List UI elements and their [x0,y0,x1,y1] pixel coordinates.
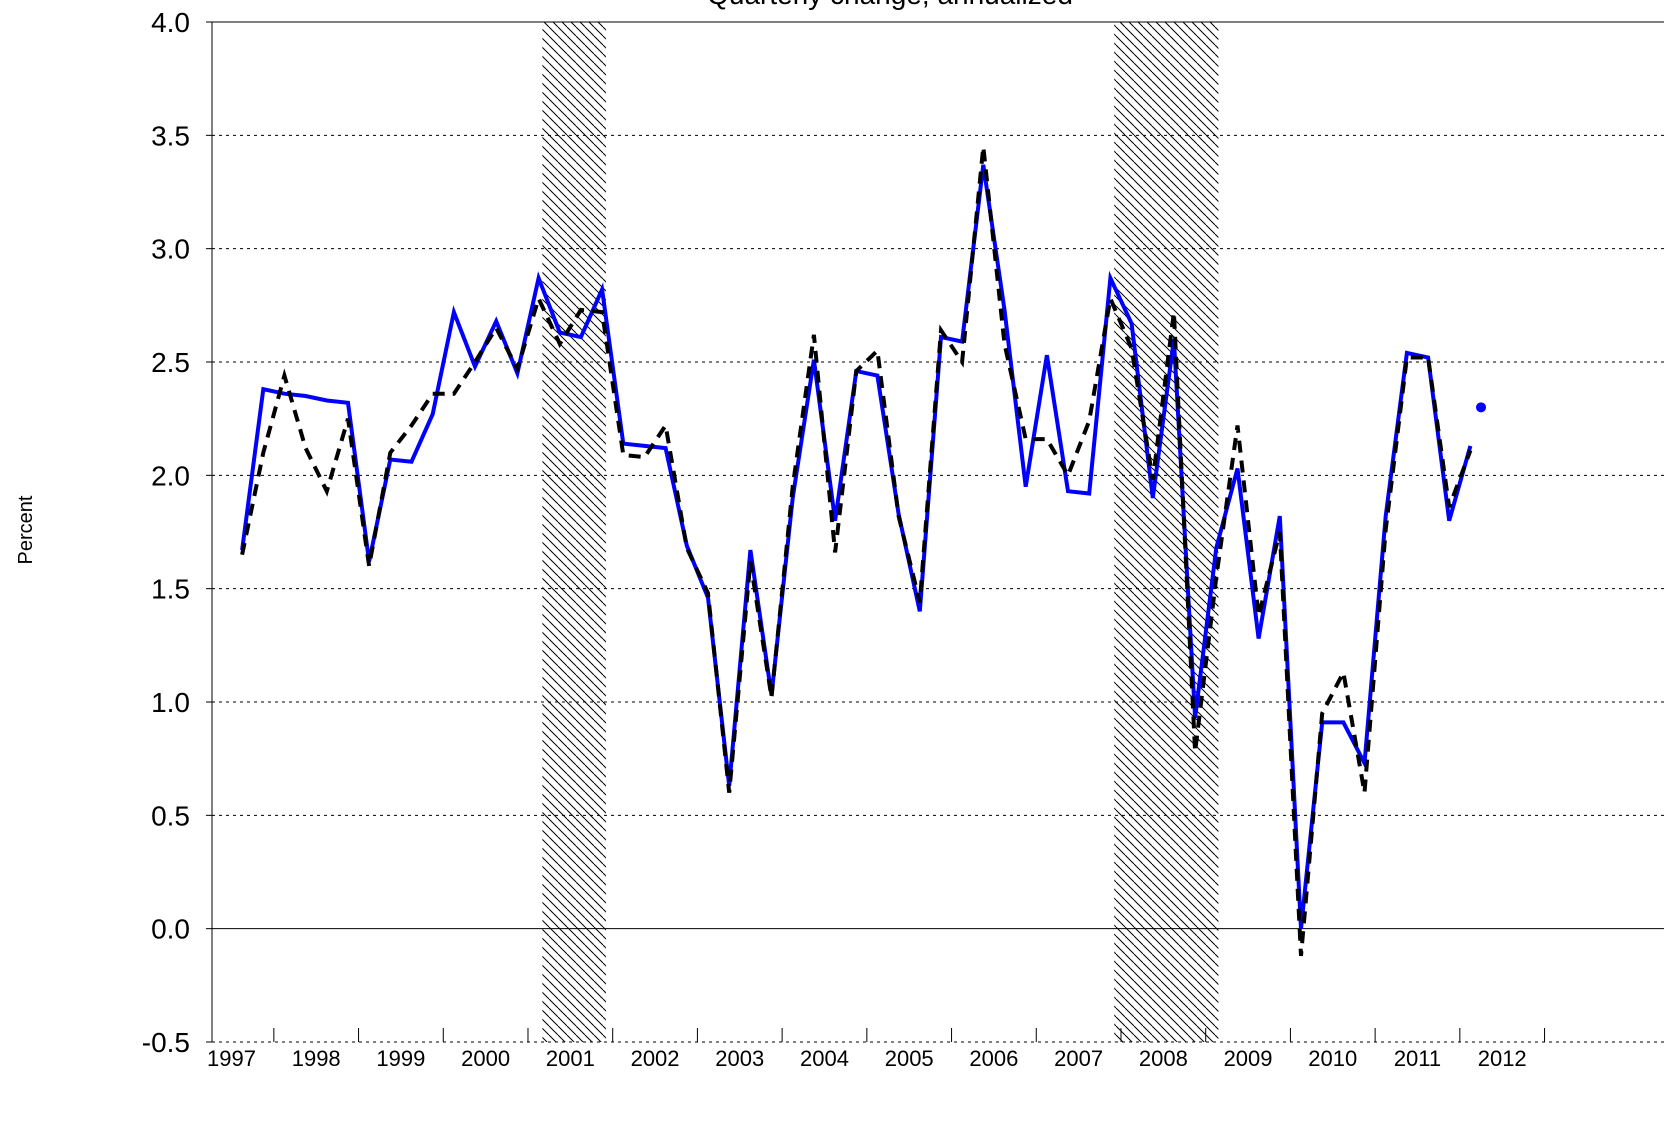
chart-title: Quarterly change, annualized [707,0,1073,10]
x-tick-label: 1998 [292,1046,341,1071]
x-tick-label: 2005 [885,1046,934,1071]
y-tick-label: 0.0 [151,914,190,945]
dashed-line [240,146,1473,957]
x-tick-label: 2003 [715,1046,764,1071]
solid-line [240,164,1473,929]
y-tick-label: 2.0 [151,460,190,491]
x-tick-label: 2011 [1394,1046,1441,1071]
y-axis-label: Percent [15,495,37,564]
y-tick-label: 2.5 [151,347,190,378]
y-tick-label: 3.5 [151,120,190,151]
y-tick-label: 4.0 [151,7,190,38]
x-tick-label: 2001 [546,1046,595,1071]
y-tick-label: 1.5 [151,574,190,605]
x-tick-label: 2009 [1224,1046,1273,1071]
x-tick-label: 2002 [631,1046,680,1071]
x-tick-label: 2010 [1308,1046,1357,1071]
x-tick-label: 1997 [207,1046,256,1071]
y-tick-label: 0.5 [151,800,190,831]
recession-band [1114,22,1219,1042]
recession-band [542,22,606,1042]
x-tick-label: 2007 [1054,1046,1103,1071]
x-tick-label: 2008 [1139,1046,1188,1071]
x-tick-label: 2004 [800,1046,849,1071]
y-tick-label: 3.0 [151,234,190,265]
x-tick-label: 1999 [376,1046,425,1071]
y-tick-label: 1.0 [151,687,190,718]
forecast-point [1476,402,1487,413]
y-tick-label: -0.5 [142,1027,190,1058]
x-tick-label: 2000 [461,1046,510,1071]
x-tick-label: 2006 [969,1046,1018,1071]
x-tick-label: 2012 [1478,1046,1527,1071]
